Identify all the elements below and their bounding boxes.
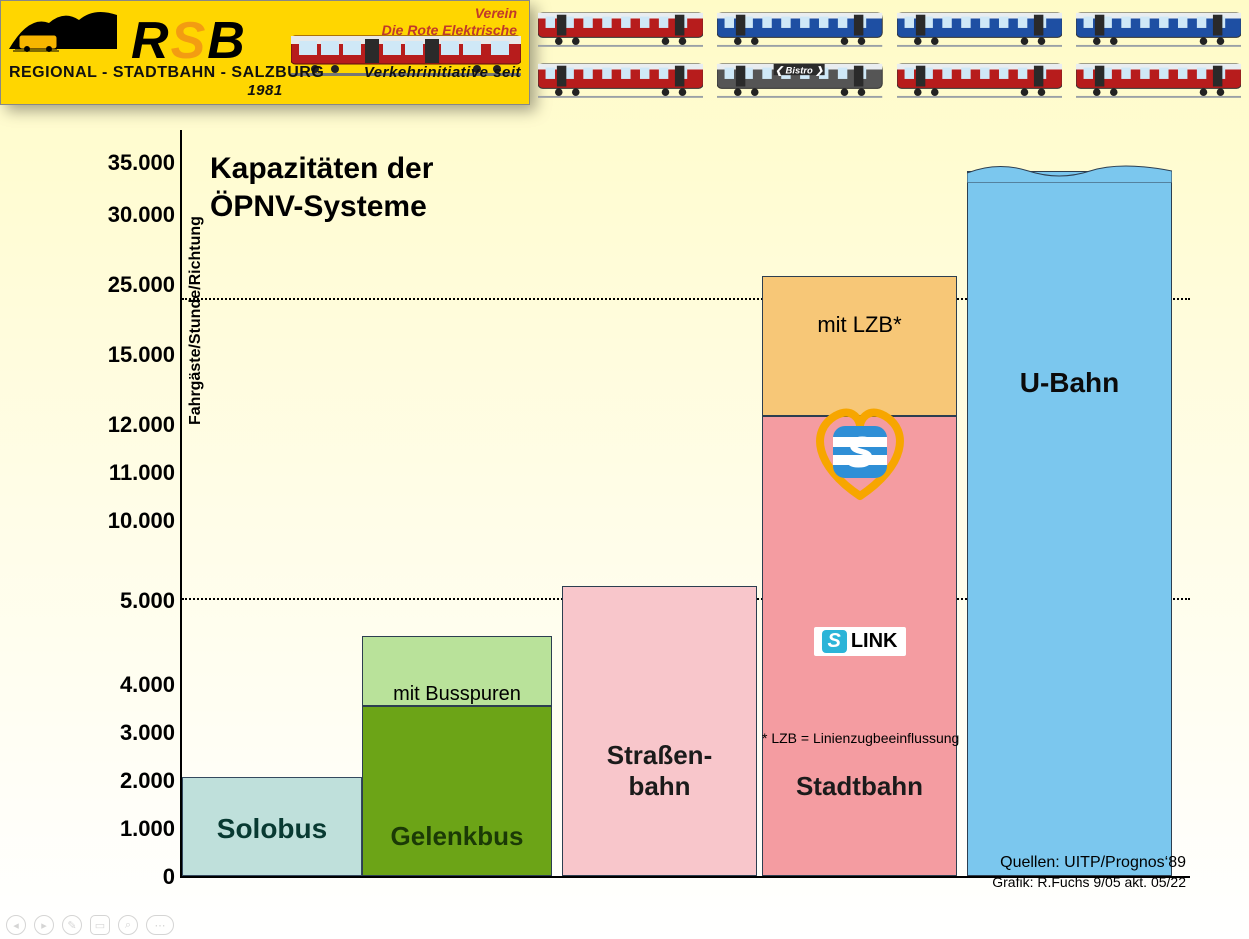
train-unit (897, 6, 1062, 48)
zoom-icon[interactable]: ⌕ (118, 915, 138, 935)
y-tick: 3.000 (85, 720, 175, 746)
bar-segment (562, 586, 757, 876)
plot-area: SolobusGelenkbus mit Busspuren Straßen-bah… (180, 130, 1190, 878)
y-tick: 11.000 (85, 460, 175, 486)
capacity-chart: Kapazitäten der ÖPNV-Systeme Fahrgäste/S… (80, 130, 1190, 890)
bar-label: Gelenkbus (362, 821, 552, 852)
y-tick: 25.000 (85, 272, 175, 298)
logo-bottom-main: REGIONAL - STADTBAHN - SALZBURG (9, 64, 324, 81)
y-tick: 4.000 (85, 672, 175, 698)
lzb-footnote: * LZB = Linienzugbeeinflussung (762, 730, 959, 746)
y-tick: 0 (85, 864, 175, 890)
train-row-2: ❮ Bistro ❯ (538, 57, 1241, 99)
slink-text: LINK (851, 630, 898, 653)
train-unit (538, 57, 703, 99)
train-unit (897, 57, 1062, 99)
logo-rsb-letters: RSB (131, 11, 247, 71)
source-text: Quellen: UITP/Prognos‘89 (1000, 854, 1186, 872)
menu-icon[interactable]: ⋯ (146, 915, 174, 935)
bar-stadtbahn: Stadtbahnmit LZB*SLINK S (762, 276, 957, 876)
train-unit: ❮ Bistro ❯ (717, 57, 882, 99)
credit-text: Grafik: R.Fuchs 9/05 akt. 05/22 (992, 874, 1186, 890)
bar-segment (762, 276, 957, 416)
bar-solobus: Solobus (182, 777, 362, 876)
screen-icon[interactable]: ▭ (90, 915, 110, 935)
slink-badge: SLINK (813, 627, 905, 656)
bar-label: Solobus (182, 813, 362, 845)
y-tick: 2.000 (85, 768, 175, 794)
svg-text:❮ Bistro ❯: ❮ Bistro ❯ (775, 65, 823, 76)
bar-ubahn: U-Bahn (967, 171, 1172, 876)
train-unit (1076, 57, 1241, 99)
train-unit (538, 6, 703, 48)
train-unit (717, 6, 882, 48)
bar-wave-top (967, 161, 1172, 183)
y-tick: 12.000 (85, 412, 175, 438)
y-tick: 35.000 (85, 150, 175, 176)
logo-bottom-line: REGIONAL - STADTBAHN - SALZBURG Verkehri… (1, 64, 529, 100)
s-heart-icon: S (805, 401, 915, 501)
y-tick: 30.000 (85, 202, 175, 228)
bar-sublabel: mit LZB* (762, 312, 957, 338)
pen-icon[interactable]: ✎ (62, 915, 82, 935)
logo-red-line1: Verein (382, 5, 517, 22)
prev-icon[interactable]: ◂ (6, 915, 26, 935)
train-unit (1076, 6, 1241, 48)
header: RSB Verein Die Rote Elektrische REGIONAL… (0, 0, 1249, 105)
logo-panel: RSB Verein Die Rote Elektrische REGIONAL… (0, 0, 530, 105)
next-icon[interactable]: ▸ (34, 915, 54, 935)
slink-s-icon: S (821, 630, 846, 653)
header-train-strips: ❮ Bistro ❯ (530, 0, 1249, 105)
y-tick: 1.000 (85, 816, 175, 842)
bar-segment (967, 171, 1172, 876)
s-heart-logo: S (805, 401, 915, 506)
train-row-1 (538, 6, 1241, 48)
svg-text:S: S (845, 428, 874, 477)
y-tick: 10.000 (85, 508, 175, 534)
bar-strassenbahn: Straßen-bahn (562, 586, 757, 876)
presentation-toolbar: ◂ ▸ ✎ ▭ ⌕ ⋯ (0, 911, 174, 939)
bar-sublabel: mit Busspuren (362, 683, 552, 706)
y-tick: 5.000 (85, 588, 175, 614)
bar-label: Straßen-bahn (562, 740, 757, 802)
y-tick: 15.000 (85, 342, 175, 368)
bar-label: U-Bahn (967, 367, 1172, 399)
logo-silhouette-art (9, 5, 119, 53)
bar-label: Stadtbahn (762, 771, 957, 802)
bar-gelenkbus: Gelenkbus mit Busspuren (362, 636, 552, 876)
